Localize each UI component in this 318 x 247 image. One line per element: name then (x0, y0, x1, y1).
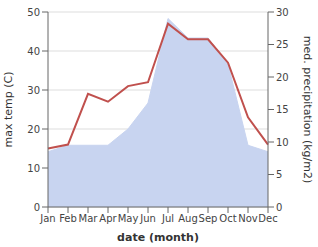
svg-text:0: 0 (34, 202, 40, 213)
svg-text:max temp (C): max temp (C) (8, 71, 15, 147)
svg-text:Aug: Aug (178, 213, 198, 224)
svg-text:20: 20 (27, 124, 40, 135)
svg-text:May: May (118, 213, 139, 224)
svg-text:Jan: Jan (39, 213, 55, 224)
svg-text:Feb: Feb (59, 213, 77, 224)
svg-text:50: 50 (27, 7, 40, 18)
svg-text:30: 30 (27, 85, 40, 96)
svg-text:Apr: Apr (99, 213, 117, 224)
svg-text:20: 20 (276, 72, 289, 83)
svg-text:25: 25 (276, 39, 289, 50)
svg-text:15: 15 (276, 104, 289, 115)
svg-text:0: 0 (276, 202, 282, 213)
svg-text:Sep: Sep (199, 213, 218, 224)
svg-text:Nov: Nov (238, 213, 258, 224)
svg-text:Jul: Jul (161, 213, 174, 224)
svg-text:med. precipitation (kg/m2): med. precipitation (kg/m2) (301, 36, 310, 184)
svg-text:30: 30 (276, 7, 289, 18)
svg-text:Mar: Mar (79, 213, 99, 224)
svg-text:Oct: Oct (219, 213, 236, 224)
svg-text:10: 10 (27, 163, 40, 174)
svg-text:Dec: Dec (258, 213, 277, 224)
svg-text:5: 5 (276, 169, 282, 180)
svg-text:10: 10 (276, 137, 289, 148)
svg-text:40: 40 (27, 46, 40, 57)
svg-text:date (month): date (month) (117, 231, 199, 244)
svg-text:Jun: Jun (139, 213, 156, 224)
